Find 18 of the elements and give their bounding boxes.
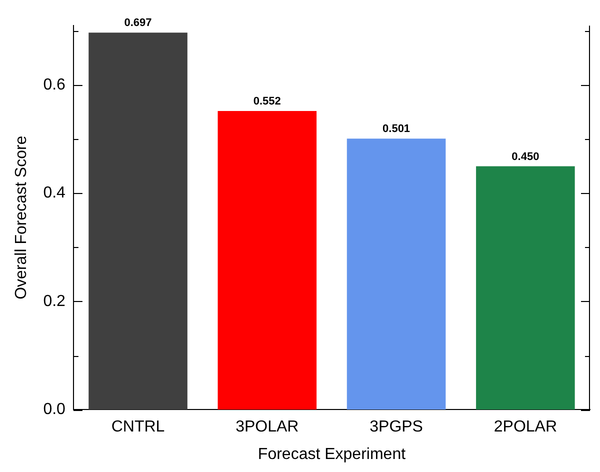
y-tick-label: 0.4 — [43, 184, 66, 202]
x-tick-label: 3POLAR — [236, 418, 299, 436]
x-axis-title: Forecast Experiment — [258, 446, 406, 463]
y-tick-label: 0.2 — [43, 292, 66, 310]
bar — [88, 32, 188, 410]
y-tick-label: 0.0 — [43, 401, 66, 418]
data-label: 0.450 — [512, 150, 540, 163]
bar — [218, 111, 317, 410]
bar — [346, 138, 446, 410]
data-label: 0.501 — [382, 123, 410, 136]
x-tick-label: 3PGPS — [370, 418, 423, 436]
y-axis-title: Overall Forecast Score — [13, 136, 30, 300]
x-tick-label: CNTRL — [111, 418, 165, 436]
data-label: 0.697 — [124, 17, 152, 30]
x-tick-label: 2POLAR — [494, 418, 557, 436]
data-label: 0.552 — [253, 96, 281, 108]
bar — [476, 166, 575, 410]
y-tick-label: 0.6 — [43, 76, 66, 94]
